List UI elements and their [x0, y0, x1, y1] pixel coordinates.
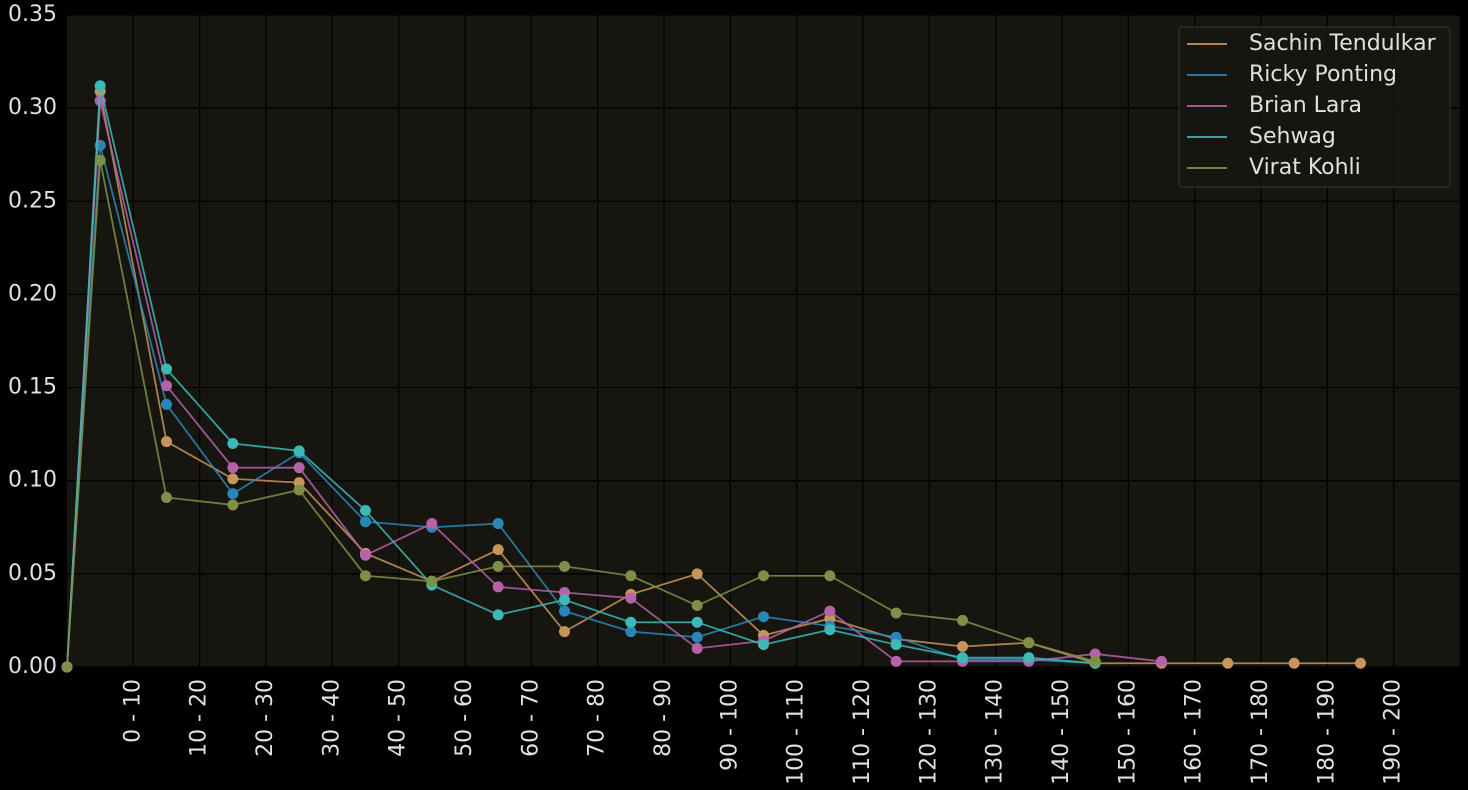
point: [890, 607, 902, 619]
legend-label: Ricky Ponting: [1249, 62, 1397, 87]
legend: Sachin Tendulkar Ricky Ponting Brian Lara S…: [1178, 26, 1451, 188]
point: [824, 570, 836, 582]
point: [293, 445, 305, 457]
point: [1288, 657, 1300, 669]
point: [758, 570, 769, 582]
point: [625, 570, 637, 582]
legend-label: Sehwag: [1249, 124, 1336, 149]
x-tick-label: 180 - 190: [1314, 679, 1339, 785]
x-tick-label: 170 - 180: [1248, 679, 1273, 785]
point: [957, 652, 968, 664]
point: [161, 436, 172, 448]
point: [360, 549, 371, 561]
y-tick-label: 0.20: [8, 281, 57, 306]
point: [227, 462, 239, 474]
point: [1355, 657, 1366, 669]
point: [691, 600, 703, 612]
point: [1023, 637, 1035, 649]
point: [957, 614, 968, 626]
point: [426, 575, 438, 587]
x-tick-label: 20 - 30: [253, 679, 278, 757]
point: [758, 639, 769, 651]
series-line: [66, 100, 1162, 668]
point: [360, 516, 371, 528]
point: [890, 639, 902, 651]
x-tick-label: 100 - 110: [784, 679, 809, 785]
x-tick-label: 150 - 160: [1115, 679, 1140, 785]
legend-label: Brian Lara: [1249, 93, 1362, 118]
y-tick-label: 0.30: [8, 95, 57, 120]
point: [559, 560, 570, 572]
point: [1156, 655, 1167, 667]
point: [890, 655, 902, 667]
point: [625, 592, 637, 604]
point: [957, 641, 968, 653]
point: [360, 570, 371, 582]
point: [227, 473, 239, 485]
point: [161, 398, 172, 410]
point: [492, 560, 504, 572]
point: [492, 518, 504, 530]
point: [227, 437, 239, 449]
point: [293, 462, 305, 474]
point: [161, 380, 172, 392]
point: [1089, 655, 1101, 667]
x-tick-label: 110 - 120: [850, 679, 875, 785]
point: [691, 631, 703, 643]
point: [691, 642, 703, 654]
point: [94, 154, 106, 166]
point: [559, 594, 570, 606]
y-tick-label: 0.10: [8, 468, 57, 493]
point: [492, 609, 504, 621]
y-tick-label: 0.35: [8, 2, 57, 27]
point: [824, 624, 836, 636]
x-tick-label: 70 - 80: [585, 679, 610, 757]
point: [625, 626, 637, 638]
x-tick-label: 50 - 60: [452, 679, 477, 757]
x-tick-label: 130 - 140: [983, 679, 1008, 785]
point: [559, 626, 570, 638]
x-tick-label: 90 - 100: [717, 679, 742, 771]
point: [559, 605, 570, 617]
y-tick-label: 0.25: [8, 188, 57, 213]
x-tick-label: 40 - 50: [386, 679, 411, 757]
y-tick-label: 0.15: [8, 375, 57, 400]
point: [625, 616, 637, 628]
point: [61, 661, 73, 673]
point: [691, 568, 703, 580]
x-tick-label: 0 - 10: [120, 679, 145, 743]
point: [758, 611, 769, 623]
x-tick-label: 10 - 20: [187, 679, 212, 757]
point: [492, 544, 504, 556]
point: [227, 499, 239, 511]
point: [161, 363, 172, 375]
point: [492, 581, 504, 593]
point: [360, 505, 371, 517]
point: [1222, 657, 1234, 669]
x-tick-label: 190 - 200: [1381, 679, 1406, 785]
point: [293, 484, 305, 496]
legend-label: Sachin Tendulkar: [1249, 31, 1437, 56]
x-tick-label: 30 - 40: [319, 679, 344, 757]
y-tick-label: 0.05: [8, 561, 57, 586]
point: [426, 518, 438, 530]
x-tick-label: 60 - 70: [518, 679, 543, 757]
point: [94, 80, 106, 92]
point: [161, 491, 172, 503]
x-tick-label: 160 - 170: [1182, 679, 1207, 785]
x-tick-label: 80 - 90: [651, 679, 676, 757]
point: [824, 605, 836, 617]
point: [227, 488, 239, 500]
point: [1023, 652, 1035, 664]
point: [691, 616, 703, 628]
legend-label: Virat Kohli: [1249, 155, 1361, 180]
y-tick-label: 0.00: [8, 654, 57, 679]
x-tick-label: 140 - 150: [1049, 679, 1074, 785]
x-tick-label: 120 - 130: [916, 679, 941, 785]
legend-box: [1178, 26, 1451, 188]
